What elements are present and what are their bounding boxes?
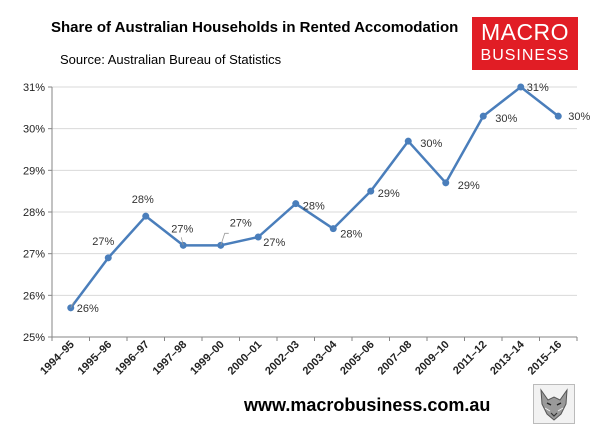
data-point [479, 112, 487, 120]
data-label: 27% [263, 237, 285, 249]
data-point [404, 137, 412, 145]
data-point [142, 212, 150, 220]
data-label: 30% [568, 111, 590, 123]
data-label: 28% [303, 201, 325, 213]
label-leader [70, 301, 75, 309]
x-tick-label: 2003–04 [301, 338, 340, 377]
data-label: 30% [495, 113, 517, 125]
x-axis-ticks: 1994–951995–961996–971997–981999–002000–… [38, 337, 578, 378]
y-tick-label: 30% [23, 124, 45, 136]
x-tick-label: 1994–95 [38, 339, 77, 378]
data-point [517, 83, 525, 91]
y-tick-label: 29% [23, 165, 45, 177]
y-axis-ticks: 25% 26% 27% 28% 29% 30% 31% [23, 82, 52, 344]
data-point [254, 233, 262, 241]
x-tick-label: 2002–03 [263, 339, 302, 378]
data-label: 30% [420, 138, 442, 150]
y-tick-label: 28% [23, 207, 45, 219]
x-tick-label: 2000–01 [226, 339, 265, 378]
data-point [367, 187, 375, 195]
data-label: 27% [230, 217, 252, 229]
logo-line-1: MACRO [480, 19, 570, 45]
data-point [104, 254, 112, 262]
gridlines [52, 86, 577, 296]
series-group [67, 83, 562, 312]
series-line [69, 85, 560, 309]
x-tick-label: 1995–96 [76, 339, 115, 378]
data-label: 29% [378, 188, 400, 200]
x-tick-label: 2007–08 [376, 339, 415, 378]
data-point [329, 225, 337, 233]
data-point [292, 200, 300, 208]
footer-url[interactable]: www.macrobusiness.com.au [244, 395, 491, 415]
label-leader [180, 237, 184, 246]
data-labels: 26% 27% 28% 27% 27% 27% 28% 28% 29% 30% 29% 30% 31% 3… [70, 82, 590, 315]
x-tick-label: 1996–97 [113, 339, 152, 378]
data-label: 27% [171, 223, 193, 235]
chart-source: Source: Australian Bureau of Statistics [60, 52, 282, 67]
macrobusiness-logo: MACRO BUSINESS [472, 17, 578, 70]
x-tick-label: 1999–00 [188, 339, 227, 378]
data-label: 28% [340, 229, 362, 241]
data-label: 26% [77, 303, 99, 315]
y-tick-label: 31% [23, 82, 45, 94]
x-tick-label: 2011–12 [451, 339, 489, 377]
logo-line-2: BUSINESS [480, 47, 570, 64]
x-tick-label: 1997–98 [151, 339, 190, 378]
x-tick-label: 2009–10 [413, 339, 452, 378]
data-label: 27% [92, 236, 114, 248]
chart-title: Share of Australian Households in Rented… [51, 19, 459, 36]
x-tick-label: 2005–06 [338, 339, 377, 378]
x-tick-label: 2015–16 [526, 339, 565, 378]
data-label: 29% [458, 180, 480, 192]
y-tick-label: 27% [23, 249, 45, 261]
data-label: 28% [132, 194, 154, 206]
wolf-icon [533, 384, 575, 424]
data-label: 31% [527, 82, 549, 94]
y-tick-label: 26% [23, 290, 45, 302]
y-tick-label: 25% [23, 332, 45, 344]
x-tick-label: 2013–14 [488, 338, 527, 377]
data-point [554, 112, 562, 120]
label-leader [220, 232, 229, 246]
data-point [442, 179, 450, 187]
